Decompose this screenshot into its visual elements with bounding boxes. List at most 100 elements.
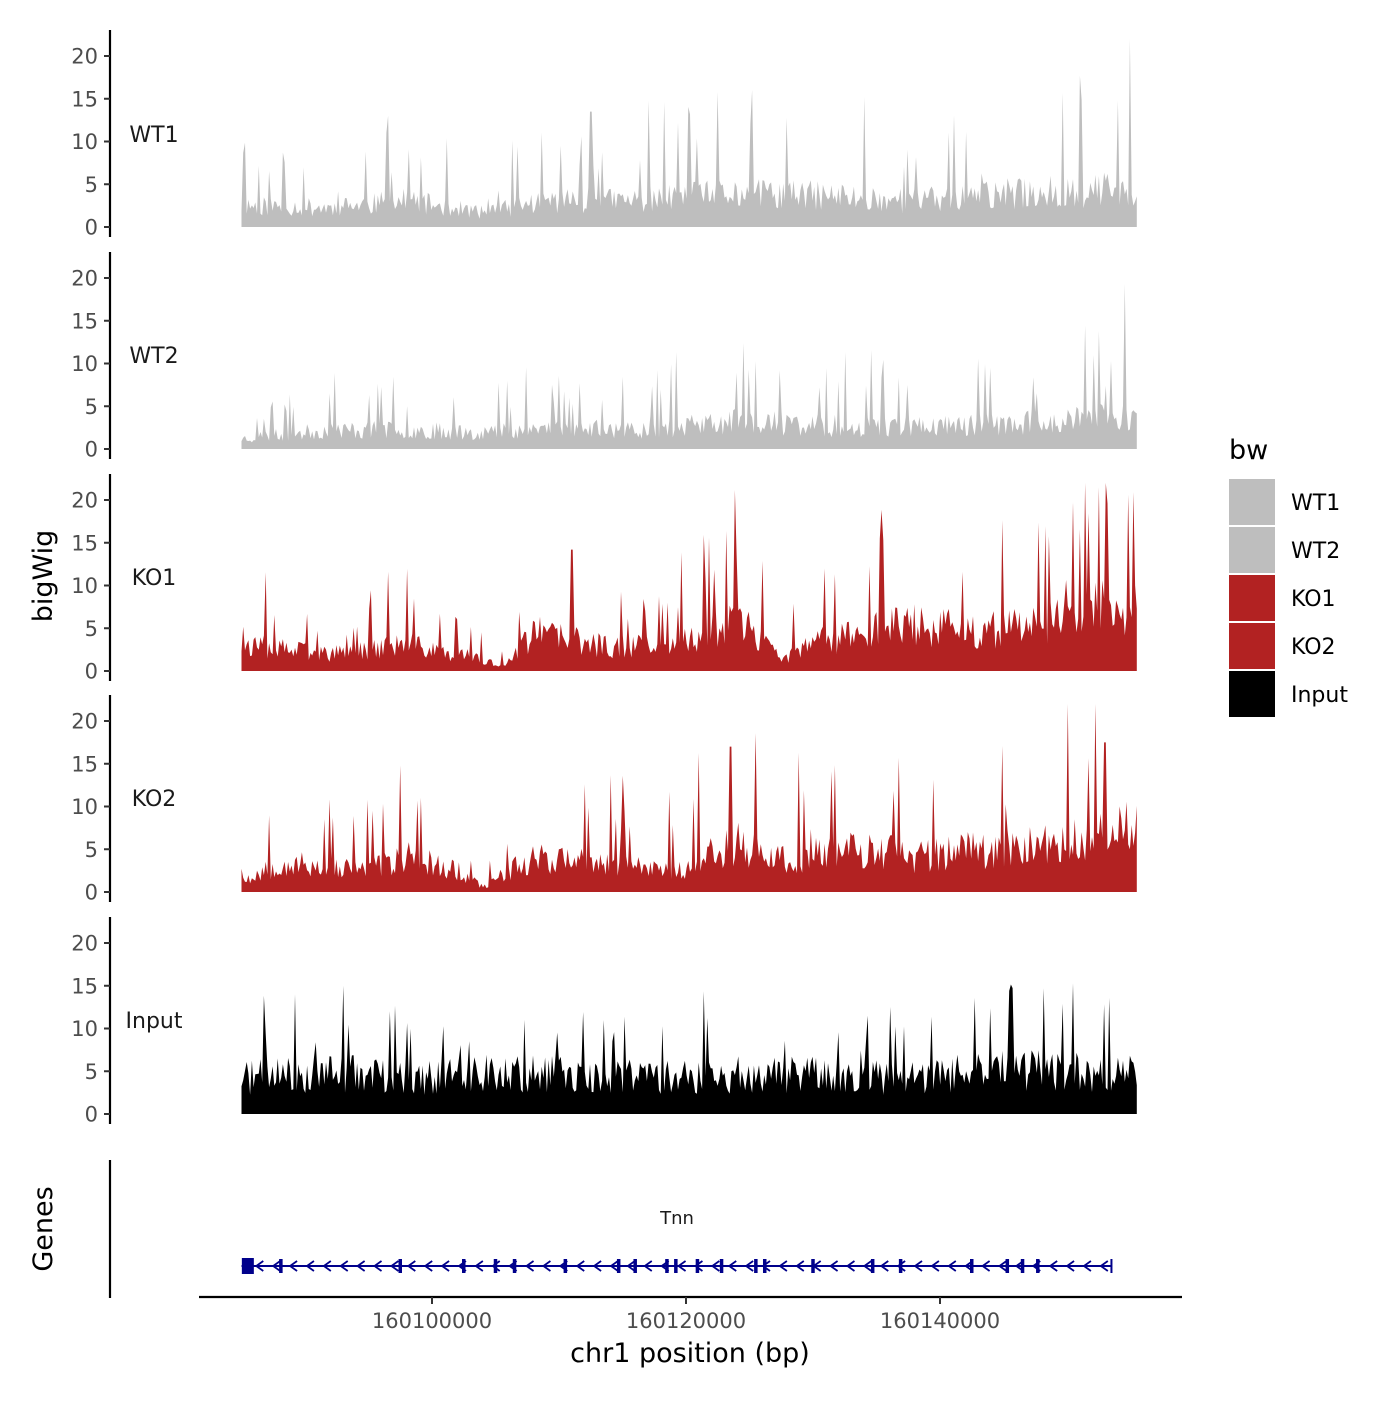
- x-axis-title: chr1 position (bp): [570, 1338, 810, 1369]
- gene-label-tnn: Tnn: [659, 1208, 694, 1229]
- legend-swatch-ko1: [1229, 575, 1275, 621]
- y-tick-label: 15: [71, 974, 98, 998]
- gene-model-tnn: [241, 1258, 1113, 1274]
- y-tick-label: 5: [85, 395, 98, 419]
- strand-arrow-icon: [778, 1260, 788, 1272]
- signal-area-wt2: [241, 284, 1137, 449]
- strand-arrow-icon: [1082, 1260, 1092, 1272]
- legend-title: bw: [1229, 435, 1268, 466]
- gene-exon: [811, 1259, 815, 1273]
- strand-arrow-icon: [1099, 1260, 1109, 1272]
- strand-arrow-icon: [1048, 1260, 1058, 1272]
- strand-arrow-icon: [1065, 1260, 1075, 1272]
- y-tick-label: 10: [71, 574, 98, 598]
- strand-arrow-icon: [896, 1260, 906, 1272]
- gene-exon: [665, 1259, 669, 1273]
- y-tick-label: 5: [85, 617, 98, 641]
- gene-exon: [1005, 1259, 1010, 1273]
- signal-area-ko2: [241, 703, 1137, 892]
- strand-arrow-icon: [930, 1260, 940, 1272]
- strand-arrow-icon: [541, 1260, 551, 1272]
- gene-exon: [719, 1259, 724, 1273]
- legend-swatch-input: [1229, 671, 1275, 717]
- y-axis-title: bigWig: [28, 530, 59, 623]
- x-tick-label: 160120000: [626, 1309, 746, 1333]
- strand-arrow-icon: [372, 1260, 383, 1272]
- strand-arrow-icon: [592, 1260, 602, 1272]
- y-tick-label: 0: [85, 438, 98, 462]
- track-panel-ko1: KO1 0 5 10 15 20: [71, 474, 1137, 684]
- y-tick-label: 15: [71, 87, 98, 111]
- y-tick-label: 5: [85, 838, 98, 862]
- y-tick-label: 20: [71, 267, 98, 291]
- strand-arrow-icon: [474, 1260, 484, 1272]
- track-label-ko1: KO1: [132, 566, 177, 591]
- gene-exon: [512, 1259, 517, 1273]
- y-tick-label: 5: [85, 173, 98, 197]
- gene-exon: [674, 1259, 678, 1273]
- legend-label-ko1: KO1: [1291, 587, 1336, 612]
- x-tick-label: 160100000: [372, 1309, 492, 1333]
- strand-arrow-icon: [288, 1260, 298, 1272]
- gene-exon: [616, 1259, 621, 1273]
- strand-arrow-icon: [322, 1260, 332, 1272]
- signal-area-ko1: [241, 482, 1137, 671]
- strand-arrow-icon: [524, 1260, 535, 1272]
- y-tick-label: 0: [85, 1103, 98, 1127]
- track-panel-wt1: WT1 0 5 10 15 20: [71, 30, 1137, 240]
- strand-arrow-icon: [677, 1260, 687, 1272]
- strand-arrow-icon: [879, 1260, 889, 1272]
- y-tick-label: 10: [71, 1017, 98, 1041]
- track-panel-ko2: KO2 0 5 10 15 20: [71, 695, 1137, 905]
- genes-axis-title: Genes: [28, 1186, 59, 1271]
- signal-area-input: [241, 983, 1137, 1114]
- legend-swatch-wt1: [1229, 479, 1275, 525]
- y-tick-label: 15: [71, 309, 98, 333]
- gene-exon: [762, 1259, 767, 1273]
- strand-arrow-icon: [575, 1260, 585, 1272]
- strand-arrow-icon: [643, 1260, 653, 1272]
- x-axis: 160100000 160120000 160140000 chr1 posit…: [199, 1295, 1182, 1369]
- track-panel-wt2: WT2 0 5 10 15 20: [71, 252, 1137, 462]
- strand-arrow-icon: [389, 1260, 399, 1272]
- track-label-wt2: WT2: [129, 344, 178, 369]
- track-panel-input: Input 0 5 10 15 20: [71, 917, 1137, 1127]
- gene-exon: [898, 1259, 903, 1273]
- gene-exon: [754, 1259, 758, 1273]
- y-tick-label: 0: [85, 881, 98, 905]
- strand-arrow-icon: [829, 1260, 839, 1272]
- strand-arrow-icon: [491, 1260, 501, 1272]
- strand-arrow-icon: [727, 1260, 737, 1272]
- strand-arrow-icon: [981, 1260, 991, 1272]
- legend-label-wt1: WT1: [1291, 491, 1340, 516]
- y-tick-label: 20: [71, 45, 98, 69]
- strand-arrow-icon: [609, 1260, 619, 1272]
- genes-track: Genes Tnn: [28, 1160, 1113, 1298]
- strand-arrow-icon: [406, 1260, 416, 1272]
- strand-arrow-icon: [356, 1260, 366, 1272]
- y-tick-label: 15: [71, 531, 98, 555]
- gene-exon: [695, 1259, 700, 1273]
- x-tick-label: 160140000: [880, 1309, 1000, 1333]
- legend-label-input: Input: [1291, 683, 1348, 708]
- strand-arrow-icon: [693, 1260, 703, 1272]
- track-label-wt1: WT1: [129, 123, 178, 148]
- y-tick-label: 15: [71, 752, 98, 776]
- strand-arrow-icon: [339, 1260, 349, 1272]
- legend: bw WT1 WT2 KO1 KO2 Input: [1229, 435, 1348, 717]
- strand-arrow-icon: [862, 1260, 872, 1272]
- gene-exon: [633, 1259, 637, 1273]
- strand-arrow-icon: [254, 1260, 264, 1272]
- gene-exon: [462, 1259, 466, 1273]
- legend-label-wt2: WT2: [1291, 539, 1340, 564]
- gene-exon: [279, 1259, 283, 1273]
- y-tick-label: 20: [71, 710, 98, 734]
- legend-swatch-ko2: [1229, 623, 1275, 669]
- strand-arrow-icon: [305, 1260, 315, 1272]
- gene-exon: [870, 1259, 875, 1273]
- y-tick-label: 10: [71, 352, 98, 376]
- gene-exon: [970, 1259, 974, 1273]
- y-tick-label: 10: [71, 130, 98, 154]
